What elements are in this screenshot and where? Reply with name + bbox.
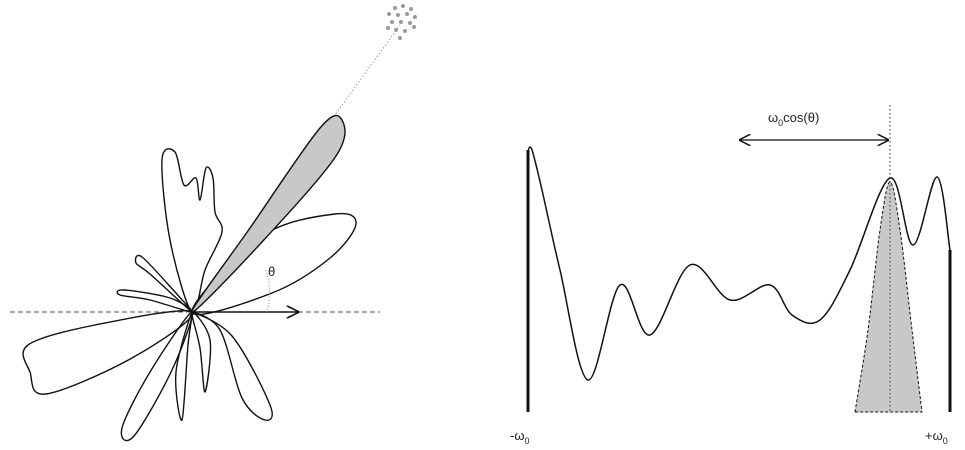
source-dot bbox=[398, 36, 402, 40]
source-dot bbox=[409, 7, 413, 11]
source-cluster bbox=[386, 4, 417, 40]
source-dot bbox=[405, 12, 409, 16]
source-dot bbox=[386, 26, 390, 30]
source-dot bbox=[403, 29, 407, 33]
lobe bbox=[161, 148, 223, 313]
source-dot bbox=[399, 20, 403, 24]
lobe bbox=[120, 311, 194, 442]
beam-pattern: θ bbox=[10, 4, 417, 442]
axis-min-label: -ω0 bbox=[510, 428, 530, 446]
source-dot bbox=[390, 20, 394, 24]
axis-max-label: +ω0 bbox=[925, 428, 948, 446]
spectrum-curve bbox=[527, 146, 951, 381]
shaded-peak bbox=[854, 181, 923, 413]
lobe bbox=[22, 309, 194, 395]
lobe bbox=[191, 311, 212, 393]
source-dot bbox=[393, 6, 397, 10]
angle-label: θ bbox=[268, 264, 275, 279]
lobe bbox=[191, 311, 273, 421]
source-dot bbox=[394, 28, 398, 32]
lobe bbox=[174, 310, 194, 421]
source-dot bbox=[401, 4, 405, 8]
direction-line bbox=[191, 24, 401, 313]
source-dot bbox=[387, 12, 391, 16]
angle-arc bbox=[265, 269, 271, 313]
source-dot bbox=[396, 13, 400, 17]
shift-label: ω0cos(θ) bbox=[768, 110, 819, 128]
lobes bbox=[22, 114, 357, 442]
lobe bbox=[116, 289, 194, 313]
lobe bbox=[134, 254, 194, 314]
source-dot bbox=[412, 25, 416, 29]
lobe bbox=[191, 114, 346, 313]
source-dot bbox=[413, 15, 417, 19]
spectrum: ω0cos(θ) -ω0 +ω0 bbox=[510, 105, 952, 446]
source-dot bbox=[408, 21, 412, 25]
